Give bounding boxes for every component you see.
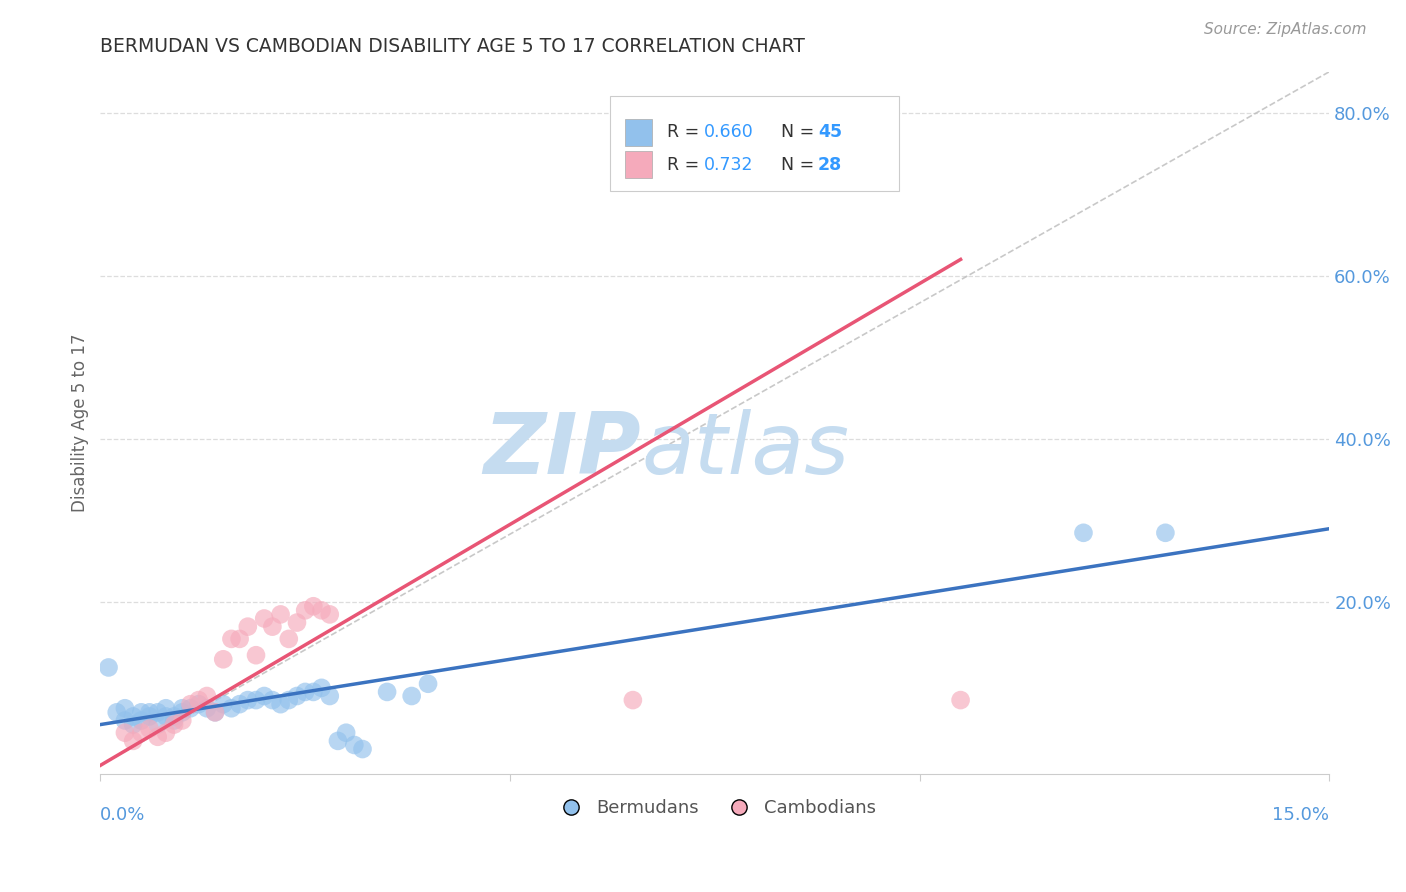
Point xyxy=(228,697,250,711)
Point xyxy=(122,709,145,723)
Point xyxy=(319,607,342,622)
Point xyxy=(114,714,136,728)
Point xyxy=(294,603,316,617)
Point xyxy=(416,677,439,691)
Text: ZIP: ZIP xyxy=(484,409,641,492)
Point xyxy=(195,689,218,703)
Point xyxy=(131,725,153,739)
Point xyxy=(204,706,226,720)
Point xyxy=(1073,525,1095,540)
Point xyxy=(114,725,136,739)
Point xyxy=(253,689,276,703)
Point xyxy=(949,693,972,707)
Point xyxy=(172,714,194,728)
Point xyxy=(204,706,226,720)
Point xyxy=(326,734,349,748)
Point xyxy=(97,660,120,674)
Point xyxy=(212,652,235,666)
Point xyxy=(163,714,186,728)
Point xyxy=(114,701,136,715)
Legend: Bermudans, Cambodians: Bermudans, Cambodians xyxy=(546,792,883,824)
Point xyxy=(163,709,186,723)
Text: 15.0%: 15.0% xyxy=(1272,806,1329,824)
Point xyxy=(138,709,160,723)
Point xyxy=(262,620,284,634)
Text: 0.660: 0.660 xyxy=(704,123,754,141)
Point xyxy=(221,701,243,715)
Point xyxy=(179,697,201,711)
Text: BERMUDAN VS CAMBODIAN DISABILITY AGE 5 TO 17 CORRELATION CHART: BERMUDAN VS CAMBODIAN DISABILITY AGE 5 T… xyxy=(100,37,806,56)
Point xyxy=(212,697,235,711)
Point xyxy=(343,738,366,752)
Text: Source: ZipAtlas.com: Source: ZipAtlas.com xyxy=(1204,22,1367,37)
Text: atlas: atlas xyxy=(641,409,849,492)
Point xyxy=(319,689,342,703)
Point xyxy=(138,706,160,720)
Point xyxy=(146,717,169,731)
Point xyxy=(179,701,201,715)
Point xyxy=(285,689,308,703)
Point xyxy=(1154,525,1177,540)
Point xyxy=(401,689,423,703)
Point xyxy=(187,697,209,711)
Point xyxy=(253,611,276,625)
Point xyxy=(294,685,316,699)
Point xyxy=(131,714,153,728)
Text: 28: 28 xyxy=(818,155,842,174)
Point xyxy=(352,742,374,756)
Point xyxy=(262,693,284,707)
Point xyxy=(146,706,169,720)
Text: N =: N = xyxy=(782,123,820,141)
Point xyxy=(277,632,299,646)
Point xyxy=(195,701,218,715)
Point xyxy=(122,717,145,731)
Point xyxy=(335,725,357,739)
Text: R =: R = xyxy=(666,123,704,141)
Point xyxy=(105,706,128,720)
Point xyxy=(302,599,325,614)
Point xyxy=(146,730,169,744)
Point xyxy=(236,693,259,707)
Point xyxy=(245,648,267,663)
Point xyxy=(155,709,177,723)
Y-axis label: Disability Age 5 to 17: Disability Age 5 to 17 xyxy=(72,334,89,512)
Point xyxy=(155,701,177,715)
Point xyxy=(270,607,292,622)
Point xyxy=(172,701,194,715)
Point xyxy=(172,706,194,720)
Point xyxy=(138,722,160,736)
Point xyxy=(236,620,259,634)
Point xyxy=(155,725,177,739)
Point xyxy=(285,615,308,630)
Point xyxy=(302,685,325,699)
Point xyxy=(163,717,186,731)
Point xyxy=(228,632,250,646)
Text: N =: N = xyxy=(782,155,820,174)
Point xyxy=(311,603,333,617)
Point xyxy=(221,632,243,646)
Point xyxy=(122,734,145,748)
Point xyxy=(277,693,299,707)
Point xyxy=(245,693,267,707)
Text: 0.732: 0.732 xyxy=(704,155,754,174)
Bar xyxy=(626,151,652,178)
Point xyxy=(621,693,644,707)
Point xyxy=(375,685,398,699)
Point xyxy=(187,693,209,707)
Text: R =: R = xyxy=(666,155,704,174)
Bar xyxy=(626,119,652,145)
Point xyxy=(131,706,153,720)
Text: 0.0%: 0.0% xyxy=(100,806,146,824)
Text: 45: 45 xyxy=(818,123,842,141)
FancyBboxPatch shape xyxy=(610,96,900,191)
Point xyxy=(270,697,292,711)
Point xyxy=(311,681,333,695)
